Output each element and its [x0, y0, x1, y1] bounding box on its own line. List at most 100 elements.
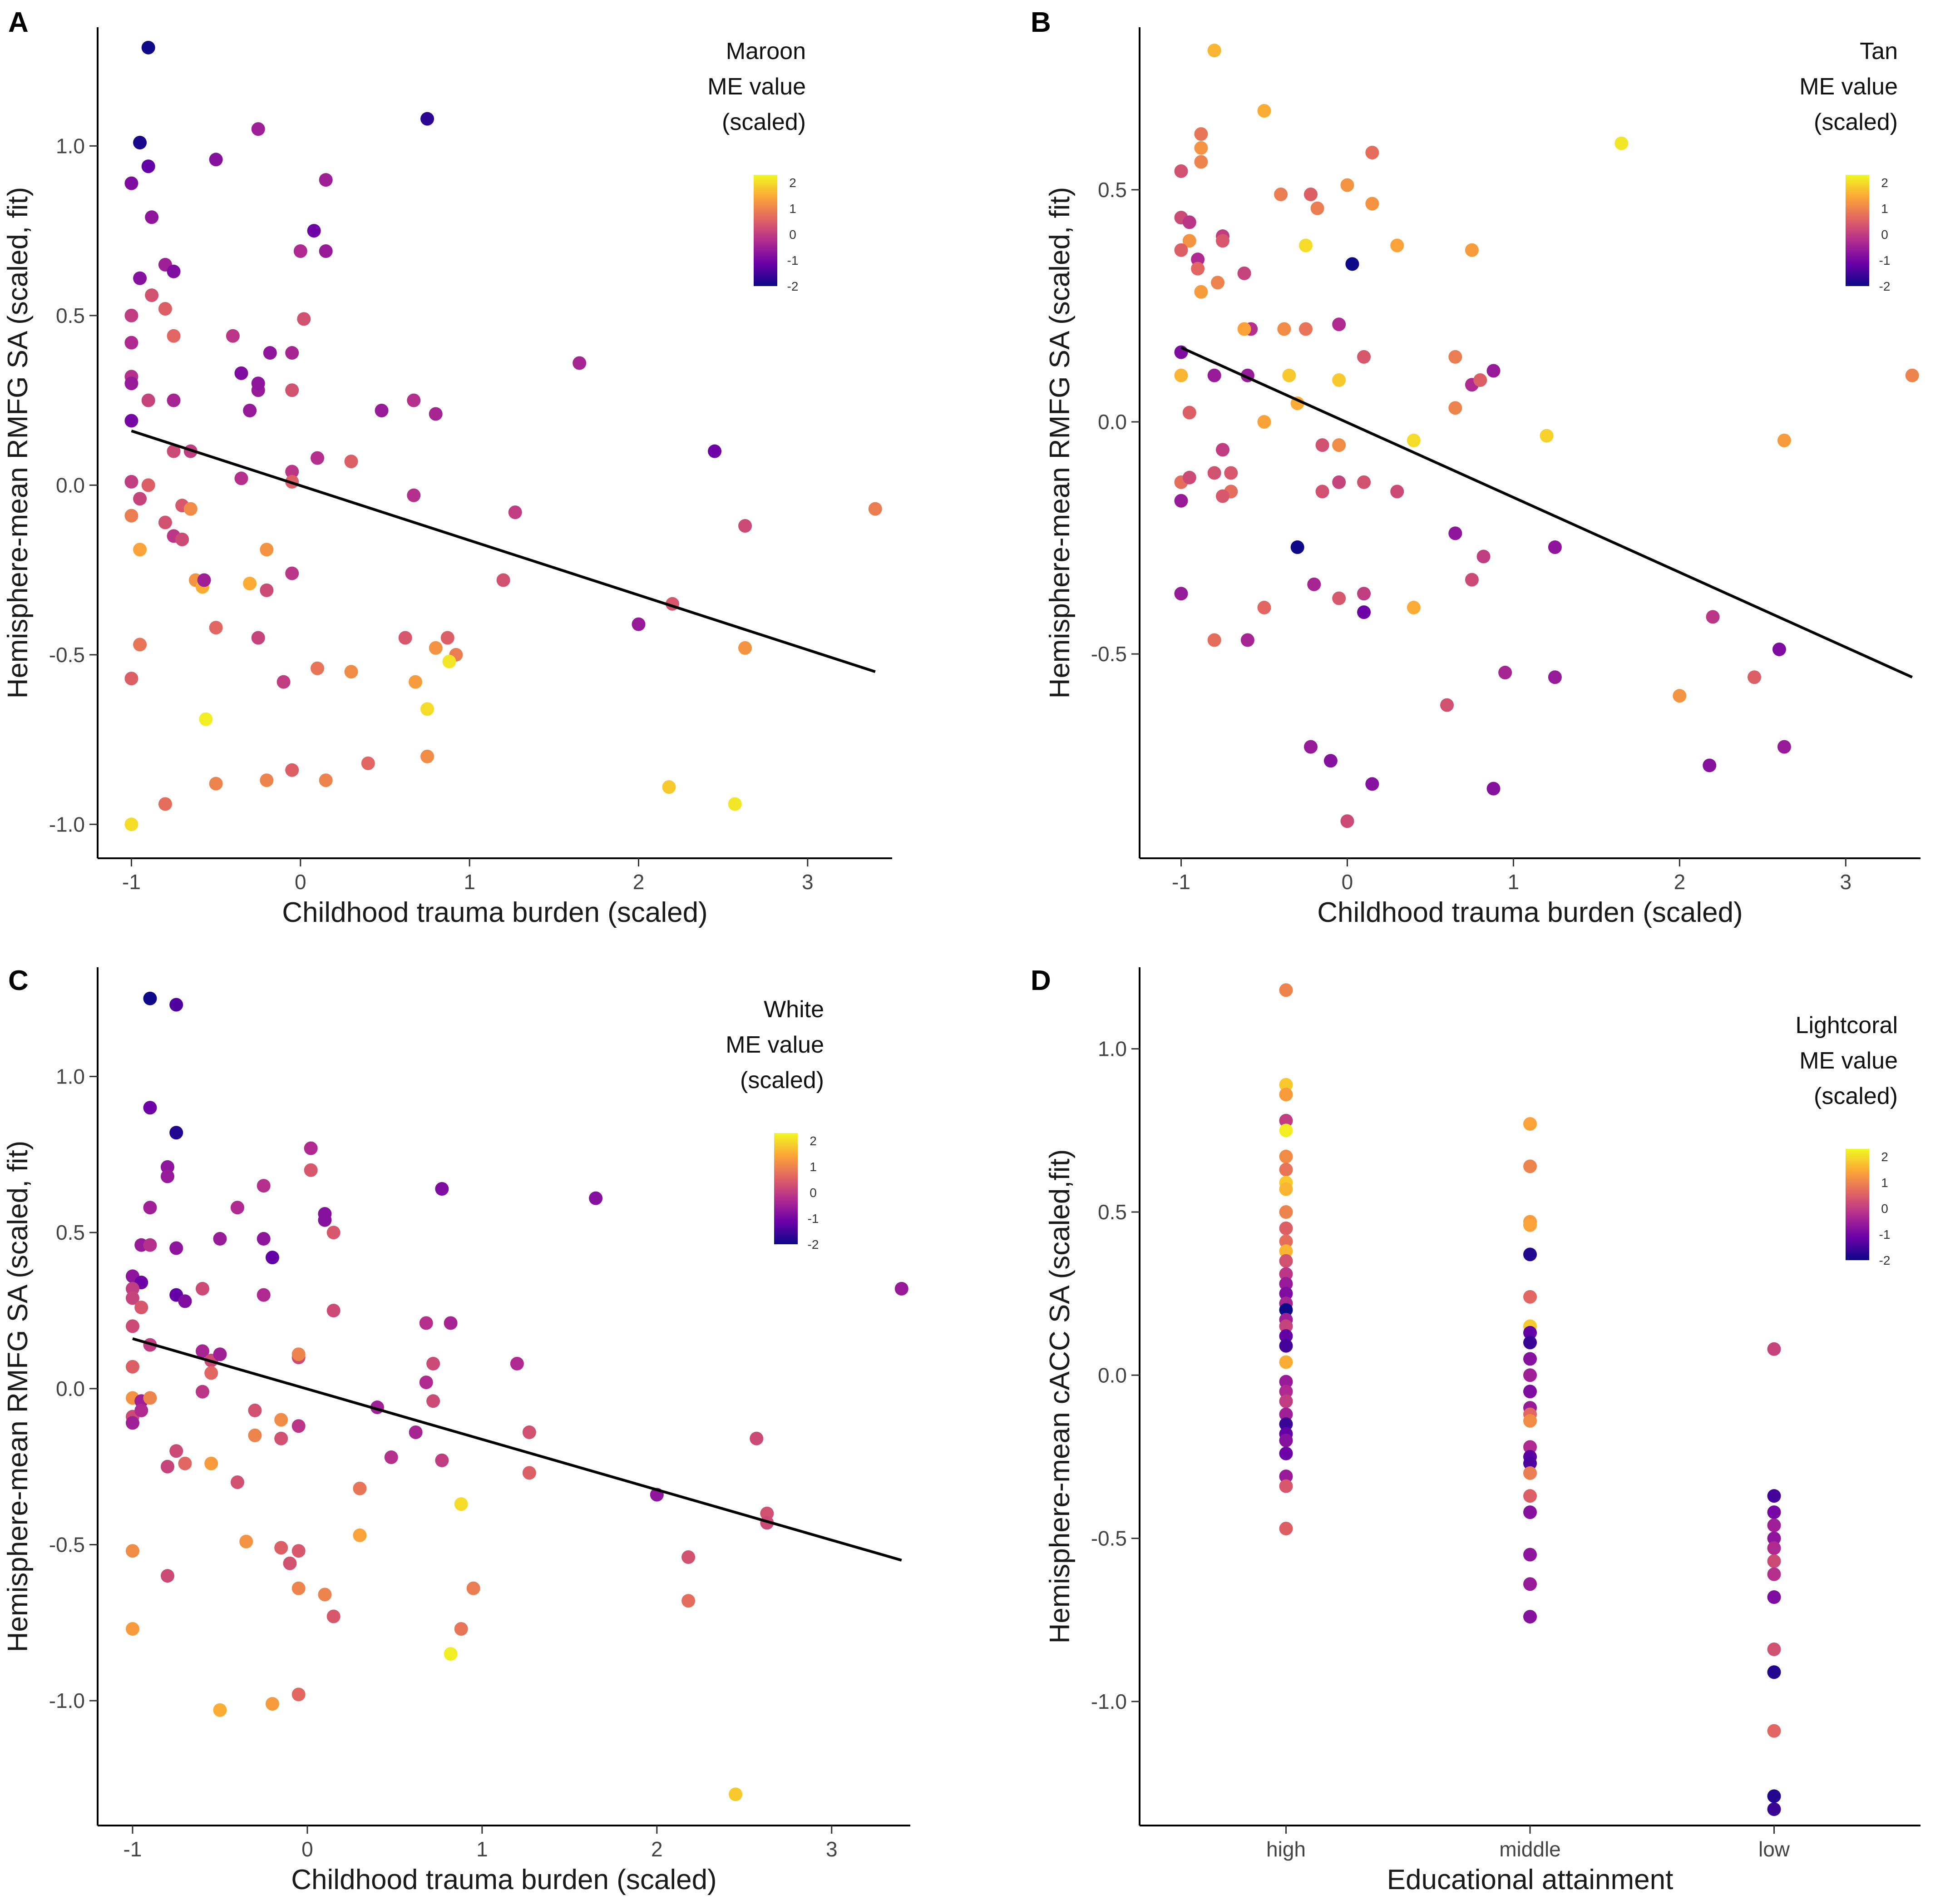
data-point: [169, 1126, 183, 1140]
x-tick-label: 2: [633, 870, 645, 894]
y-tick-label: 0.0: [1098, 1363, 1127, 1387]
panel-b: B -0.5 0.0 0.5 -1 0 1 2 3 Childhood trauma burden…: [1031, 7, 1921, 928]
data-point: [1332, 591, 1346, 605]
data-point: [1279, 1244, 1293, 1258]
data-point: [420, 749, 434, 763]
data-point: [375, 404, 389, 418]
data-point: [145, 210, 159, 224]
data-point: [1279, 1205, 1293, 1219]
legend-title-line: ME value: [1799, 74, 1898, 100]
data-point: [429, 407, 443, 421]
data-point: [510, 1356, 524, 1371]
data-point: [1279, 1385, 1293, 1399]
data-point: [124, 336, 138, 350]
panel-letter: C: [8, 965, 29, 996]
data-point: [169, 1444, 183, 1458]
data-point: [1777, 433, 1791, 447]
data-point: [1279, 1319, 1293, 1333]
data-point: [318, 1588, 332, 1602]
data-point: [124, 308, 138, 322]
data-point: [1237, 322, 1251, 336]
legend-colorbar: [1846, 175, 1869, 286]
legend-colorbar: [1846, 1149, 1869, 1260]
data-point: [1523, 1159, 1537, 1173]
data-point: [1279, 1470, 1293, 1484]
legend-tick-label: 0: [1881, 1202, 1888, 1216]
data-point: [1315, 485, 1329, 499]
legend-tick-label: 0: [1881, 228, 1888, 242]
data-point: [283, 1556, 297, 1570]
data-point: [1767, 1802, 1781, 1816]
data-point: [318, 1213, 332, 1227]
data-point: [1340, 814, 1354, 828]
data-point: [143, 991, 157, 1005]
data-point: [1332, 317, 1346, 332]
data-point: [1767, 1554, 1781, 1568]
data-point: [1194, 285, 1208, 299]
data-point: [257, 1288, 271, 1302]
data-point: [1767, 1724, 1781, 1738]
y-tick-label: 0.5: [1098, 178, 1127, 202]
data-point: [1767, 1567, 1781, 1581]
data-point: [1215, 443, 1229, 457]
data-point: [398, 631, 412, 645]
data-point: [243, 576, 257, 590]
data-point: [213, 1347, 227, 1361]
data-point: [133, 492, 147, 506]
data-point: [183, 502, 197, 516]
data-point: [1194, 155, 1208, 169]
data-point: [1290, 540, 1304, 554]
data-point: [1523, 1505, 1537, 1519]
data-point: [285, 763, 299, 777]
data-point: [143, 1101, 157, 1115]
color-legend: Maroon ME value (scaled) 2 1 0 -1 -2: [707, 38, 806, 293]
data-point: [204, 1366, 218, 1380]
data-point: [1486, 782, 1501, 796]
data-point: [160, 1160, 174, 1174]
data-point: [124, 475, 138, 489]
data-point: [1748, 670, 1762, 684]
data-point: [209, 153, 223, 167]
data-point: [285, 383, 299, 397]
x-tick-label: 2: [651, 1837, 663, 1861]
data-point: [1298, 322, 1313, 336]
data-point: [274, 1541, 288, 1555]
data-point: [1257, 600, 1271, 614]
data-point: [1767, 1531, 1781, 1545]
data-point: [1279, 1254, 1293, 1268]
data-point: [361, 756, 375, 770]
data-point: [1523, 1290, 1537, 1304]
data-point: [1279, 1355, 1293, 1369]
data-point: [1523, 1489, 1537, 1503]
legend-title-line: Maroon: [726, 38, 806, 64]
data-point: [291, 1419, 306, 1433]
legend-title-line: (scaled): [1814, 1083, 1898, 1109]
data-point: [1465, 243, 1479, 257]
data-point: [251, 631, 265, 645]
data-point: [213, 1703, 227, 1717]
data-point: [738, 519, 752, 533]
data-point: [145, 288, 159, 302]
data-point: [248, 1403, 262, 1417]
data-point: [311, 451, 325, 465]
legend-tick-label: 2: [1881, 1150, 1888, 1164]
y-tick-label: 0.5: [56, 304, 85, 327]
data-point: [1767, 1590, 1781, 1604]
data-point: [230, 1475, 244, 1489]
data-point: [1279, 1339, 1293, 1353]
data-point: [1257, 415, 1271, 429]
data-point: [167, 264, 181, 278]
data-point: [293, 244, 307, 258]
data-point: [1279, 1123, 1293, 1138]
data-point: [409, 675, 422, 689]
data-point: [251, 376, 265, 391]
data-point: [274, 1431, 288, 1445]
legend-tick-label: -2: [808, 1237, 819, 1252]
legend-tick-label: -2: [1879, 279, 1891, 293]
data-point: [681, 1550, 696, 1564]
x-axis-title: Educational attainment: [1387, 1864, 1674, 1895]
panel-letter: A: [8, 7, 29, 38]
data-point: [1486, 364, 1501, 378]
data-point: [1194, 141, 1208, 155]
data-point: [125, 1282, 139, 1296]
